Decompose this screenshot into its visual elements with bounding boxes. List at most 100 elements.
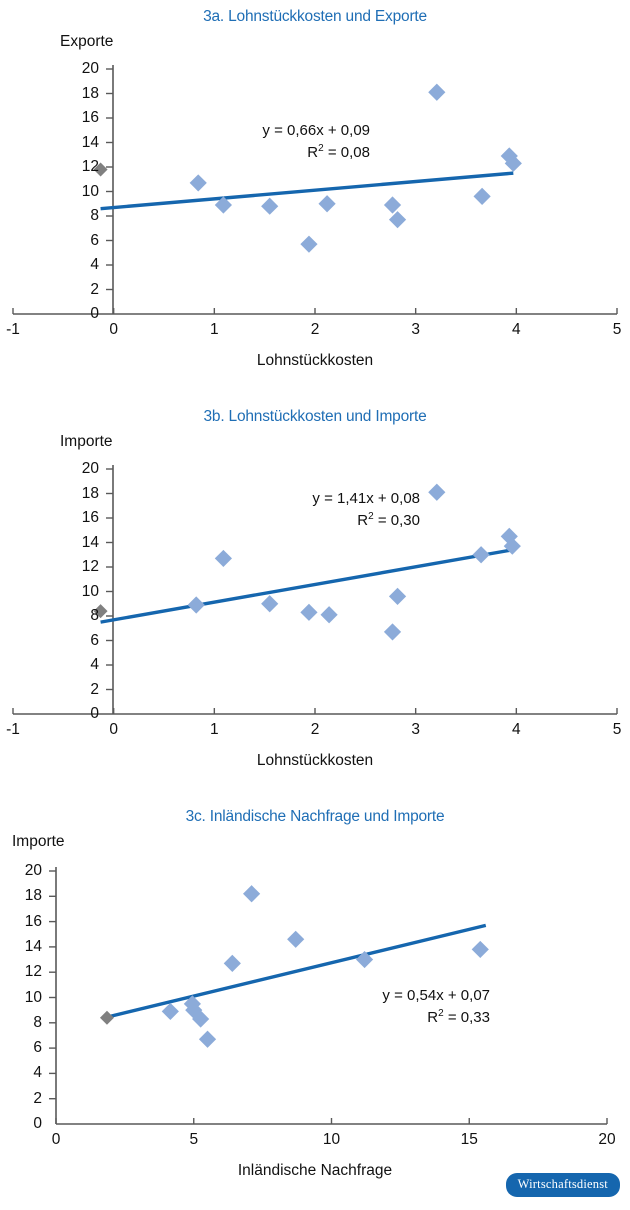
r-squared-value: R2 = 0,30 <box>357 510 420 529</box>
y-tick-label: 0 <box>33 1115 42 1132</box>
data-point-marker <box>320 606 338 624</box>
y-tick-label: 2 <box>90 680 99 698</box>
x-tick-label: 5 <box>612 721 622 738</box>
y-tick-label: 6 <box>90 231 99 249</box>
wirtschaftsdienst-logo: Wirtschaftsdienst <box>505 1173 620 1197</box>
y-tick-label: 12 <box>24 963 42 981</box>
data-point-marker <box>504 154 522 172</box>
y-tick-label: 20 <box>81 460 99 477</box>
y-tick-label: 6 <box>90 631 99 649</box>
x-tick-label: -1 <box>6 721 20 738</box>
chart-title-3c: 3c. Inländische Nachfrage und Importe <box>185 808 445 825</box>
y-tick-label: 20 <box>24 862 42 879</box>
x-axis-title-3a: Lohnstückkosten <box>256 352 374 369</box>
y-tick-label: 10 <box>81 182 99 200</box>
data-point-marker <box>428 83 446 101</box>
y-axis-title-3b: Importe <box>60 433 113 450</box>
y-tick-label: 16 <box>81 509 99 526</box>
y-axis-title-3a: Exporte <box>60 33 114 50</box>
data-point-marker <box>287 930 305 948</box>
data-point-marker <box>99 1010 114 1025</box>
plot-area-3a <box>0 0 630 400</box>
x-axis-title-3c: Inländische Nachfrage <box>237 1162 393 1179</box>
chart-title-3a: 3a. Lohnstückkosten und Exporte <box>203 8 427 25</box>
x-tick-label: 0 <box>109 321 118 338</box>
data-point-marker <box>261 197 279 215</box>
y-tick-label: 18 <box>81 84 99 102</box>
data-point-marker <box>214 549 232 568</box>
y-tick-label: 14 <box>24 937 42 955</box>
y-tick-label: 12 <box>81 558 99 575</box>
y-tick-label: 4 <box>33 1064 42 1082</box>
y-tick-label: 10 <box>24 988 42 1006</box>
x-tick-label: 2 <box>310 721 320 738</box>
chart-panel-3c: 3c. Inländische Nachfrage und Importe Im… <box>0 800 630 1205</box>
y-tick-label: 10 <box>81 582 99 600</box>
plot-area-3c <box>0 800 630 1205</box>
data-point-marker <box>198 1030 217 1048</box>
x-tick-label: 1 <box>210 321 219 338</box>
x-tick-label: 5 <box>612 321 622 338</box>
x-tick-label: 0 <box>109 721 118 738</box>
data-point-marker <box>243 885 261 903</box>
chart-panel-3a: 3a. Lohnstückkosten und Exporte Exporte … <box>0 0 630 400</box>
data-point-marker <box>93 162 108 177</box>
scatter-svg <box>12 465 618 715</box>
data-point-marker <box>471 940 489 959</box>
chart-title-3b: 3b. Lohnstückkosten und Importe <box>203 408 427 425</box>
regression-annotation-3c: y = 0,54x + 0,07 R2 = 0,33 <box>290 985 490 1029</box>
regression-equation: y = 0,54x + 0,07 <box>382 987 490 1004</box>
y-tick-label: 4 <box>90 656 99 673</box>
data-point-marker <box>214 196 232 214</box>
regression-annotation-3b: y = 1,41x + 0,08 R2 = 0,30 <box>230 488 420 532</box>
x-tick-label: 1 <box>210 721 219 738</box>
x-tick-label: 15 <box>460 1131 478 1148</box>
x-tick-label: 5 <box>189 1131 199 1148</box>
data-point-marker <box>300 603 318 621</box>
plot-area-3b <box>0 400 630 800</box>
regression-equation: y = 1,41x + 0,08 <box>312 490 420 507</box>
data-point-marker <box>473 187 491 205</box>
y-tick-label: 14 <box>81 133 99 151</box>
y-tick-label: 6 <box>33 1039 42 1057</box>
data-point-marker <box>472 546 490 564</box>
data-point-marker <box>355 950 374 969</box>
y-tick-label: 0 <box>90 305 99 322</box>
data-point-marker <box>500 147 518 165</box>
x-tick-label: 0 <box>51 1131 61 1148</box>
y-tick-label: 8 <box>90 207 99 224</box>
data-point-marker <box>388 211 407 229</box>
x-tick-label: 4 <box>512 721 521 738</box>
chart-panel-3b: 3b. Lohnstückkosten und Importe Importe … <box>0 400 630 800</box>
data-point-marker <box>388 587 407 605</box>
y-tick-label: 8 <box>33 1013 42 1031</box>
x-tick-label: 20 <box>598 1131 616 1148</box>
data-point-marker <box>187 596 205 614</box>
x-axis-title-3b: Lohnstückkosten <box>256 752 374 769</box>
data-point-marker <box>189 174 207 192</box>
y-tick-label: 0 <box>90 705 99 722</box>
y-tick-label: 16 <box>24 912 42 930</box>
data-point-marker <box>428 483 446 501</box>
r-squared-value: R2 = 0,33 <box>427 1007 490 1026</box>
x-tick-label: 3 <box>411 721 420 738</box>
data-point-marker <box>503 537 521 555</box>
y-tick-label: 8 <box>90 607 99 624</box>
regression-annotation-3a: y = 0,66x + 0,09 R2 = 0,08 <box>190 120 370 164</box>
y-tick-label: 2 <box>90 280 99 298</box>
y-tick-label: 18 <box>81 484 99 502</box>
trendline <box>100 171 514 211</box>
data-point-marker <box>223 954 241 972</box>
x-tick-label: 3 <box>411 321 420 338</box>
data-point-marker <box>93 604 108 619</box>
scatter-svg <box>49 867 608 1125</box>
x-tick-label: -1 <box>6 321 20 338</box>
r-squared-value: R2 = 0,08 <box>307 142 370 161</box>
y-tick-label: 12 <box>81 158 99 175</box>
x-tick-label: 10 <box>322 1131 341 1148</box>
y-axis-title-3c: Importe <box>12 833 65 850</box>
data-point-marker <box>261 595 279 613</box>
trendline <box>100 548 513 624</box>
scatter-svg <box>12 65 618 315</box>
y-tick-label: 2 <box>33 1089 42 1107</box>
